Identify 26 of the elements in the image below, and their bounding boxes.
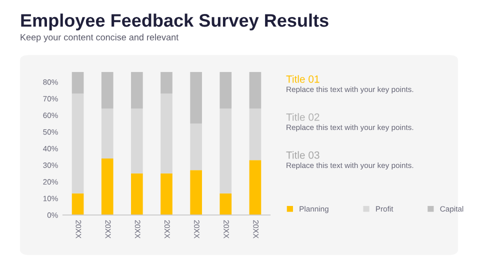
bar [101,72,114,109]
bar [220,193,232,215]
text: Title 03 [286,151,320,159]
bar [160,173,172,215]
chart-subtitle: Keep your content concise and relevant [20,34,179,42]
bar [190,124,202,170]
text: Title 01 [286,75,320,83]
bar [220,108,232,194]
bar [101,158,114,215]
bar [131,173,143,215]
bar [160,72,172,94]
bar [249,72,262,109]
bar [249,160,262,215]
bar [72,72,84,94]
bar [72,94,84,194]
text: Title 02 [286,113,320,121]
bar [101,108,114,158]
bar [190,170,202,215]
bar [160,94,172,174]
bar [131,108,143,174]
bar [72,193,84,215]
bar [249,108,262,160]
bar [131,72,143,109]
bar [220,72,232,109]
bar [190,72,202,124]
chart-title: Employee Feedback Survey Results [21,14,328,30]
